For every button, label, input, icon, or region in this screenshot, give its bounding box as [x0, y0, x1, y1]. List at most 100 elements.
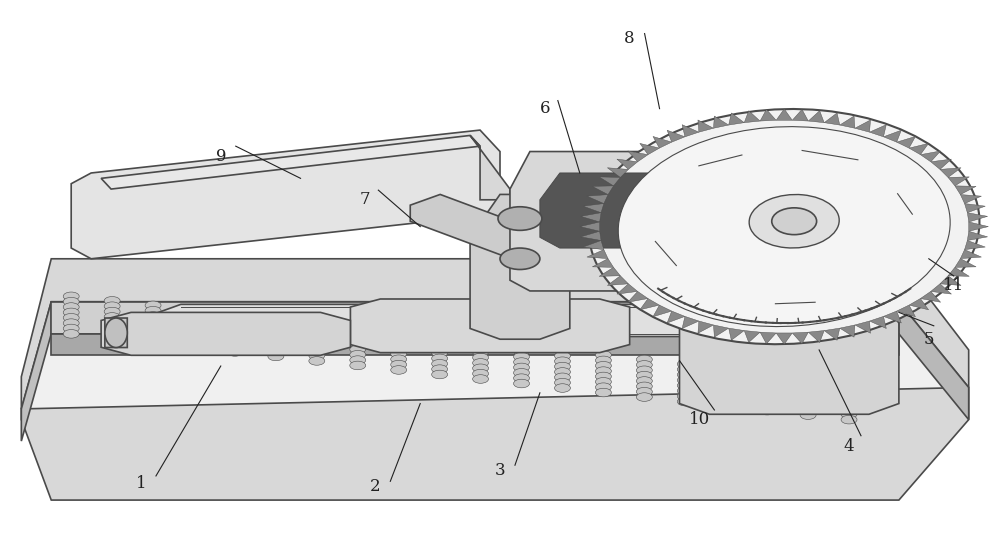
Polygon shape [920, 292, 941, 302]
Polygon shape [51, 334, 899, 355]
Polygon shape [855, 321, 870, 333]
Polygon shape [870, 316, 886, 328]
Polygon shape [792, 332, 808, 344]
Text: 4: 4 [844, 438, 854, 455]
Polygon shape [955, 186, 976, 195]
Polygon shape [470, 195, 570, 339]
Polygon shape [960, 195, 981, 204]
Polygon shape [931, 284, 951, 294]
Circle shape [800, 395, 816, 403]
Circle shape [432, 349, 448, 357]
Ellipse shape [749, 195, 839, 248]
Circle shape [554, 362, 570, 371]
Polygon shape [682, 316, 699, 328]
Circle shape [145, 306, 161, 315]
Circle shape [309, 324, 325, 333]
Polygon shape [698, 321, 714, 333]
Circle shape [636, 371, 652, 380]
Polygon shape [592, 259, 614, 267]
Circle shape [391, 339, 407, 348]
Polygon shape [587, 195, 608, 204]
Circle shape [636, 361, 652, 369]
Circle shape [227, 337, 243, 345]
Circle shape [186, 311, 202, 320]
Circle shape [677, 370, 693, 379]
Polygon shape [51, 302, 899, 334]
Circle shape [473, 358, 489, 367]
Circle shape [63, 303, 79, 312]
Circle shape [800, 405, 816, 414]
Circle shape [514, 379, 529, 388]
Polygon shape [967, 231, 988, 240]
Polygon shape [640, 299, 659, 310]
Polygon shape [583, 240, 604, 250]
Circle shape [800, 400, 816, 409]
Circle shape [186, 343, 202, 351]
Circle shape [677, 397, 693, 406]
Polygon shape [101, 135, 480, 189]
Circle shape [104, 334, 120, 343]
Circle shape [677, 376, 693, 384]
Circle shape [841, 383, 857, 392]
Polygon shape [101, 313, 350, 355]
FancyBboxPatch shape [105, 318, 127, 348]
Circle shape [636, 377, 652, 385]
Polygon shape [653, 305, 672, 317]
Circle shape [227, 348, 243, 356]
Circle shape [595, 383, 611, 391]
Polygon shape [760, 332, 776, 344]
Circle shape [268, 331, 284, 339]
Circle shape [432, 354, 448, 363]
Polygon shape [899, 302, 969, 420]
Circle shape [677, 392, 693, 400]
Circle shape [145, 338, 161, 347]
Circle shape [473, 364, 489, 372]
Polygon shape [776, 333, 792, 344]
Circle shape [473, 337, 489, 345]
Text: 11: 11 [943, 277, 964, 294]
Circle shape [800, 374, 816, 382]
Polygon shape [587, 250, 608, 259]
Circle shape [677, 386, 693, 395]
Circle shape [104, 318, 120, 327]
Polygon shape [960, 250, 981, 259]
Polygon shape [628, 151, 648, 162]
Polygon shape [760, 109, 776, 121]
Polygon shape [599, 177, 620, 186]
Bar [739, 259, 839, 291]
Circle shape [145, 333, 161, 342]
Circle shape [677, 365, 693, 374]
Text: 3: 3 [495, 462, 505, 479]
Circle shape [391, 355, 407, 363]
Polygon shape [510, 151, 699, 291]
Circle shape [473, 353, 489, 362]
Polygon shape [729, 328, 744, 340]
Circle shape [391, 360, 407, 369]
Circle shape [841, 399, 857, 408]
Circle shape [595, 351, 611, 360]
Circle shape [145, 317, 161, 326]
Polygon shape [607, 276, 628, 286]
Circle shape [186, 316, 202, 325]
Circle shape [268, 320, 284, 329]
Circle shape [104, 307, 120, 316]
Circle shape [677, 360, 693, 368]
Polygon shape [583, 204, 604, 213]
Polygon shape [883, 130, 901, 142]
Circle shape [841, 394, 857, 403]
Polygon shape [855, 120, 870, 132]
Polygon shape [897, 305, 915, 317]
Circle shape [636, 388, 652, 396]
Ellipse shape [589, 109, 979, 344]
Polygon shape [955, 259, 976, 267]
Polygon shape [714, 116, 729, 128]
Circle shape [391, 334, 407, 342]
Circle shape [554, 351, 570, 360]
Text: 9: 9 [216, 148, 226, 165]
Circle shape [759, 374, 775, 383]
Ellipse shape [105, 318, 127, 348]
Circle shape [186, 338, 202, 347]
Circle shape [514, 342, 529, 350]
Polygon shape [21, 259, 969, 500]
Polygon shape [714, 325, 729, 337]
